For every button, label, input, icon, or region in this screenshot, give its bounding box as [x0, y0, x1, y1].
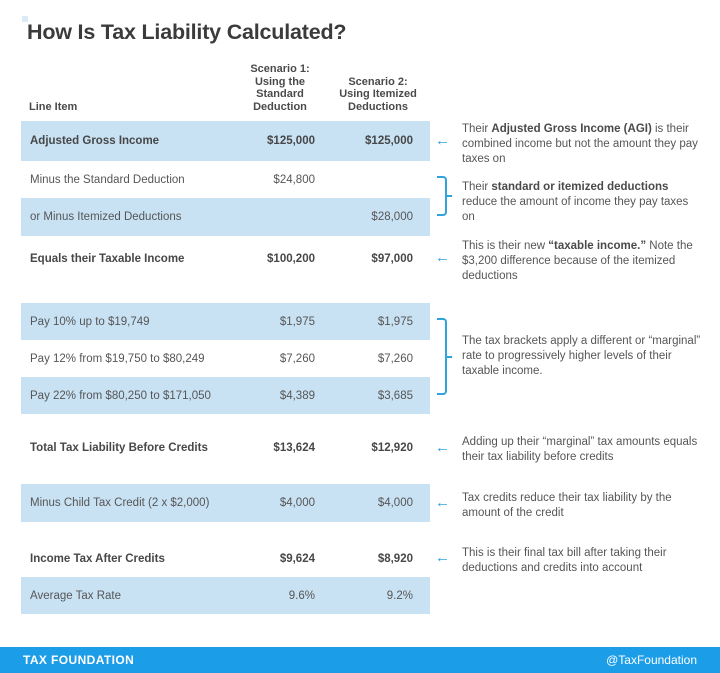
scenario2-value: $28,000 — [371, 211, 413, 223]
scenario1-value: $7,260 — [279, 352, 315, 365]
scenario2-value: $8,920 — [377, 552, 413, 565]
scenario2-value: $12,920 — [371, 442, 413, 454]
annotation-agi: Their Adjusted Gross Income (AGI) is the… — [462, 123, 698, 165]
table-row-bracket-10pct: Pay 10% up to $19,749 $1,975 $1,975 — [21, 303, 430, 340]
scenario1-value: $24,800 — [273, 173, 315, 186]
row-label: Pay 12% from $19,750 to $80,249 — [30, 352, 205, 365]
scenario1-value: $4,389 — [279, 389, 315, 402]
left-arrow-icon: ← — [435, 549, 450, 566]
table-row-total-liability-before-credits: Total Tax Liability Before Credits $13,6… — [21, 430, 430, 466]
table-row-bracket-12pct: Pay 12% from $19,750 to $80,249 $7,260 $… — [21, 340, 430, 377]
scenario2-value: $7,260 — [377, 352, 413, 365]
annotation-deductions: Their standard or itemized deductions re… — [462, 181, 689, 223]
annotation-marginal-rates: The tax brackets apply a different or “m… — [462, 335, 701, 377]
left-arrow-icon: ← — [435, 249, 450, 266]
table-header: Line Item Scenario 1: Using the Standard… — [0, 58, 450, 115]
annotation-taxable-income: This is their new “taxable income.” Note… — [462, 240, 693, 282]
column-header-line-item: Line Item — [29, 100, 78, 113]
row-label: Pay 22% from $80,250 to $171,050 — [30, 389, 211, 402]
bracket-tax-brackets-icon — [437, 318, 452, 395]
left-arrow-icon: ← — [435, 494, 450, 511]
scenario2-value: $125,000 — [365, 135, 413, 147]
row-label: Pay 10% up to $19,749 — [30, 315, 150, 328]
annotation-final-tax-bill: This is their final tax bill after takin… — [462, 547, 667, 574]
twitter-handle: @TaxFoundation — [606, 653, 697, 667]
table-row-income-tax-after-credits: Income Tax After Credits $9,624 $8,920 — [21, 540, 430, 577]
corner-artifact — [22, 16, 28, 22]
bracket-deductions-icon — [437, 176, 452, 216]
column-header-scenario-2: Scenario 2: Using Itemized Deductions — [339, 75, 417, 113]
table-row-average-tax-rate: Average Tax Rate 9.6% 9.2% — [21, 577, 430, 614]
row-label: Total Tax Liability Before Credits — [30, 442, 208, 454]
scenario2-value: $97,000 — [371, 252, 413, 265]
footer-bar: TAX FOUNDATION @TaxFoundation — [0, 647, 720, 673]
page-title: How Is Tax Liability Calculated? — [27, 20, 347, 44]
scenario2-value: $4,000 — [377, 497, 413, 509]
scenario2-value: $1,975 — [377, 315, 413, 328]
row-label: Minus Child Tax Credit (2 x $2,000) — [30, 497, 210, 509]
row-label: or Minus Itemized Deductions — [30, 211, 182, 223]
table-row-itemized-deductions: or Minus Itemized Deductions $28,000 — [21, 198, 430, 236]
row-label: Adjusted Gross Income — [30, 135, 160, 147]
table-row-adjusted-gross-income: Adjusted Gross Income $125,000 $125,000 — [21, 121, 430, 161]
left-arrow-icon: ← — [435, 132, 450, 149]
scenario1-value: $125,000 — [267, 135, 315, 147]
scenario1-value: $9,624 — [279, 552, 315, 565]
row-label: Equals their Taxable Income — [30, 252, 185, 265]
column-header-scenario-1: Scenario 1: Using the Standard Deduction — [250, 63, 310, 113]
brand-name: TAX FOUNDATION — [23, 653, 135, 667]
scenario1-value: 9.6% — [288, 589, 315, 602]
table-row-standard-deduction: Minus the Standard Deduction $24,800 — [21, 161, 430, 198]
table-row-bracket-22pct: Pay 22% from $80,250 to $171,050 $4,389 … — [21, 377, 430, 414]
scenario2-value: 9.2% — [386, 589, 413, 602]
row-label: Minus the Standard Deduction — [30, 173, 185, 186]
annotation-tax-credits: Tax credits reduce their tax liability b… — [462, 492, 672, 519]
annotation-liability-before-credits: Adding up their “marginal” tax amounts e… — [462, 436, 698, 463]
scenario2-value: $3,685 — [377, 389, 413, 402]
scenario1-value: $13,624 — [273, 442, 315, 454]
scenario1-value: $4,000 — [279, 497, 315, 509]
row-label: Income Tax After Credits — [30, 552, 165, 565]
left-arrow-icon: ← — [435, 439, 450, 456]
table-row-taxable-income: Equals their Taxable Income $100,200 $97… — [21, 240, 430, 277]
scenario1-value: $100,200 — [267, 252, 315, 265]
table-row-child-tax-credit: Minus Child Tax Credit (2 x $2,000) $4,0… — [21, 484, 430, 522]
row-label: Average Tax Rate — [30, 589, 121, 602]
scenario1-value: $1,975 — [279, 315, 315, 328]
